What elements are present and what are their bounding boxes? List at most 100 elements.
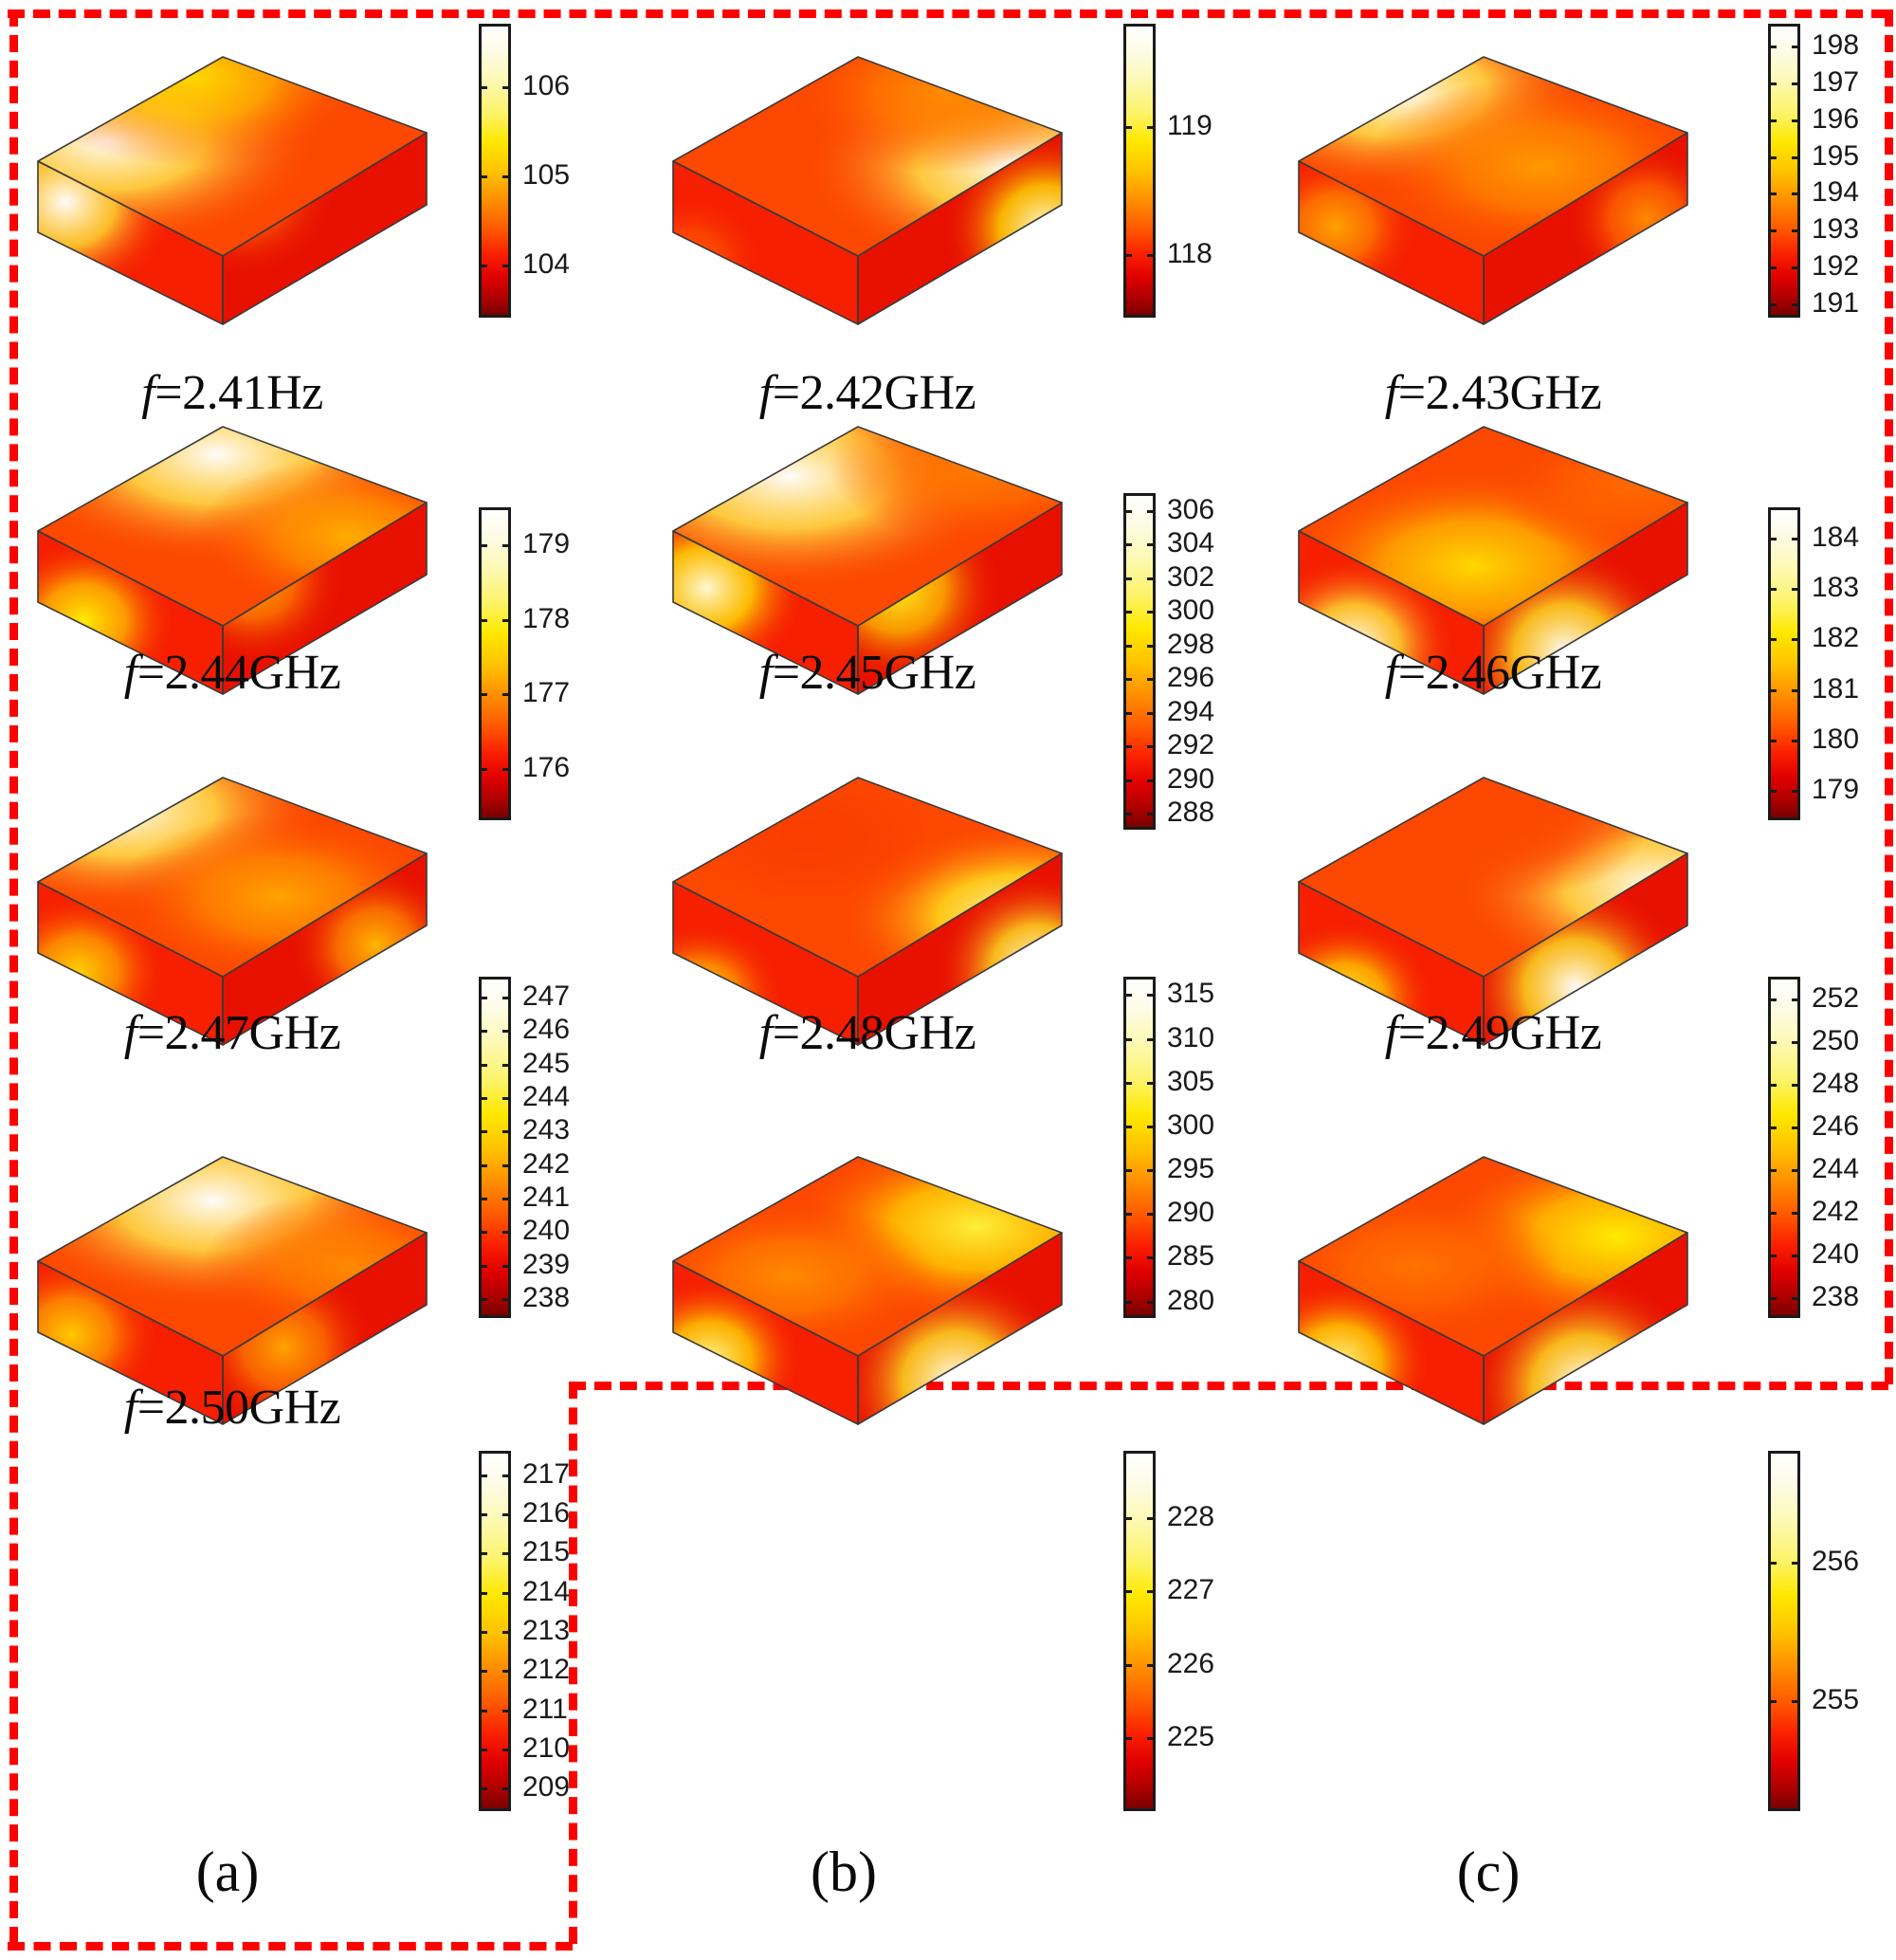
panel-caption-c-246: f=2.46GHz — [1261, 645, 1725, 701]
field-plot-c-249 — [1280, 740, 1706, 1053]
colorbar-tick-label: 105 — [522, 158, 571, 191]
caption-variable: f — [1384, 1006, 1398, 1060]
colorbar-tick-label: 238 — [1812, 1280, 1860, 1312]
colorbar-tick-label: 178 — [522, 602, 571, 634]
caption-equals: = — [155, 366, 183, 420]
colorbar-tick-label: 250 — [1812, 1024, 1860, 1056]
colorbar-tick-label: 198 — [1812, 29, 1860, 62]
caption-value: 2.43GHz — [1425, 366, 1602, 420]
colorbar-tick-label: 285 — [1167, 1240, 1215, 1273]
colorbar-tick-label: 183 — [1812, 572, 1860, 604]
colorbar-tick-label: 246 — [1812, 1109, 1860, 1142]
caption-equals: = — [1397, 1006, 1426, 1060]
colorbar-tick-label: 244 — [522, 1081, 571, 1113]
colorbar-tick-label: 210 — [522, 1731, 571, 1764]
colorbar-tick-label: 305 — [1167, 1065, 1215, 1097]
colorbar-strip — [1768, 977, 1800, 1318]
field-plot-b-248 — [654, 740, 1081, 1053]
colorbar-tick-label: 106 — [522, 69, 571, 101]
caption-equals: = — [772, 1006, 800, 1060]
caption-value: 2.49GHz — [1425, 1006, 1602, 1060]
caption-value: 2.46GHz — [1425, 646, 1602, 700]
colorbar-tick-label: 255 — [1812, 1684, 1860, 1716]
colorbar-tick-label: 176 — [522, 751, 571, 783]
field-plot-b-242 — [654, 19, 1081, 332]
caption-variable: f — [1384, 646, 1398, 700]
colorbar-tick-group: 217 216 215 214 213 212 211 210 209 — [479, 1451, 570, 1811]
colorbar-tick-label: 248 — [1812, 1067, 1860, 1099]
colorbar-tick-label: 256 — [1812, 1545, 1860, 1577]
colorbar-strip — [1768, 1451, 1800, 1811]
colorbar-tick-label: 252 — [1812, 981, 1860, 1014]
caption-equals: = — [1397, 366, 1426, 420]
colorbar-tick-label: 119 — [1167, 109, 1212, 141]
field-plot-c-246 — [1280, 389, 1706, 702]
colorbar-tick-label: 197 — [1812, 66, 1860, 98]
colorbar-tick-label: 300 — [1167, 1108, 1215, 1141]
colorbar-tick-label: 238 — [522, 1281, 571, 1313]
colorbar-strip — [1123, 1451, 1156, 1811]
field-plot-a-250 — [19, 1119, 446, 1432]
caption-variable: f — [123, 1381, 137, 1435]
caption-variable: f — [123, 646, 137, 700]
caption-value: 2.44GHz — [164, 646, 341, 700]
field-plot-b-245 — [654, 389, 1081, 702]
colorbar-tick-label: 194 — [1812, 176, 1860, 209]
caption-variable: f — [758, 366, 773, 420]
colorbar-tick-group: 106 105 104 — [479, 24, 570, 318]
annotation-edge-right-lower — [569, 1382, 577, 1944]
colorbar-tick-group: 198 197 196 195 194 193 192 191 — [1768, 24, 1859, 318]
caption-equals: = — [137, 1006, 165, 1060]
field-plot-c-243 — [1280, 19, 1706, 332]
colorbar-tick-label: 228 — [1167, 1500, 1215, 1532]
colorbar-tick-group: 184 183 182 181 180 179 — [1768, 507, 1859, 820]
panel-caption-c-243: f=2.43GHz — [1261, 365, 1725, 421]
colorbar-tick-label: 315 — [1167, 978, 1215, 1010]
colorbar-tick-label: 212 — [522, 1654, 571, 1686]
annotation-edge-top — [8, 9, 1888, 18]
panel-caption-c-249: f=2.49GHz — [1261, 1005, 1725, 1061]
colorbar-tick-group: 179 178 177 176 — [479, 507, 570, 820]
panel-caption-b-242: f=2.42GHz — [635, 365, 1100, 421]
caption-equals: = — [772, 366, 800, 420]
colorbar-tick-label: 191 — [1812, 286, 1860, 319]
colorbar-tick-group: 315 310 305 300 295 290 285 280 — [1123, 977, 1214, 1318]
panel-caption-a-244: f=2.44GHz — [0, 645, 465, 701]
caption-equals: = — [1397, 646, 1426, 700]
colorbar-tick-label: 225 — [1167, 1721, 1215, 1753]
colorbar-tick-label: 195 — [1812, 139, 1860, 172]
field-plot-a-247 — [19, 740, 446, 1053]
colorbar-tick-label: 242 — [522, 1147, 571, 1180]
colorbar-tick-label: 290 — [1167, 1197, 1215, 1229]
caption-variable: f — [1384, 366, 1398, 420]
colorbar-tick-label: 226 — [1167, 1647, 1215, 1679]
colorbar-tick-label: 295 — [1167, 1153, 1215, 1185]
caption-equals: = — [137, 1381, 165, 1435]
annotation-edge-left — [9, 9, 18, 1944]
section-label-c: (c) — [1456, 1841, 1521, 1903]
colorbar-tick-label: 118 — [1167, 237, 1212, 269]
colorbar-tick-label: 310 — [1167, 1021, 1215, 1053]
field-plot-b-bottom — [654, 1119, 1081, 1432]
colorbar-tick-label: 244 — [1812, 1152, 1860, 1184]
colorbar-strip — [1123, 493, 1156, 830]
colorbar-tick-label: 300 — [1167, 595, 1215, 627]
colorbar-tick-label: 196 — [1812, 102, 1860, 135]
colorbar-tick-label: 280 — [1167, 1284, 1215, 1316]
caption-value: 2.48GHz — [799, 1006, 976, 1060]
colorbar-tick-label: 180 — [1812, 723, 1860, 755]
annotation-edge-right-upper — [1885, 9, 1893, 1384]
colorbar-tick-group: 119 118 — [1123, 24, 1212, 318]
panel-caption-a-247: f=2.47GHz — [0, 1005, 465, 1061]
caption-variable: f — [758, 1006, 773, 1060]
colorbar-tick-label: 193 — [1812, 213, 1860, 245]
colorbar-tick-label: 298 — [1167, 628, 1215, 660]
caption-value: 2.50GHz — [164, 1381, 341, 1435]
colorbar-tick-label: 306 — [1167, 493, 1215, 525]
colorbar-tick-label: 292 — [1167, 729, 1215, 761]
colorbar-tick-label: 247 — [522, 980, 571, 1013]
colorbar-tick-label: 302 — [1167, 560, 1215, 593]
caption-variable: f — [758, 646, 773, 700]
caption-value: 2.42GHz — [799, 366, 976, 420]
panel-caption-b-248: f=2.48GHz — [635, 1005, 1100, 1061]
